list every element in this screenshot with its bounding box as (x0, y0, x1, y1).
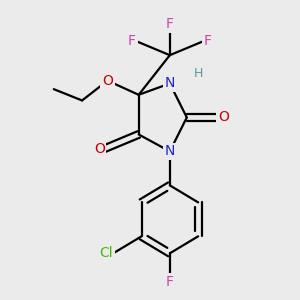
Text: O: O (218, 110, 229, 124)
Text: O: O (102, 74, 113, 88)
Text: Cl: Cl (100, 246, 113, 260)
Text: O: O (94, 142, 105, 156)
Text: N: N (165, 76, 175, 91)
Text: F: F (204, 34, 212, 48)
Text: F: F (166, 17, 174, 31)
Text: F: F (128, 34, 136, 48)
Text: H: H (194, 67, 203, 80)
Text: N: N (165, 144, 175, 158)
Text: F: F (166, 274, 174, 289)
